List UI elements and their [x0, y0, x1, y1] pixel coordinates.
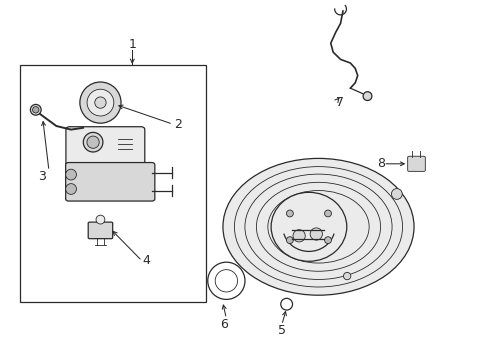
Text: 8: 8 [377, 157, 385, 170]
Ellipse shape [80, 82, 121, 123]
Ellipse shape [30, 104, 41, 115]
Ellipse shape [343, 273, 351, 280]
FancyBboxPatch shape [66, 127, 145, 172]
Ellipse shape [96, 215, 105, 224]
Ellipse shape [271, 192, 347, 261]
Ellipse shape [87, 136, 99, 148]
FancyBboxPatch shape [88, 222, 113, 239]
Ellipse shape [32, 107, 39, 113]
Ellipse shape [95, 97, 106, 108]
Text: 7: 7 [336, 96, 343, 109]
Text: 2: 2 [174, 118, 182, 131]
Bar [20, 65, 206, 302]
Text: 4: 4 [142, 255, 150, 267]
Ellipse shape [287, 210, 294, 217]
Ellipse shape [324, 210, 331, 217]
Ellipse shape [324, 237, 331, 244]
Ellipse shape [66, 169, 76, 180]
Ellipse shape [83, 132, 103, 152]
Ellipse shape [287, 237, 294, 244]
Ellipse shape [392, 189, 402, 199]
Ellipse shape [66, 184, 76, 194]
FancyBboxPatch shape [408, 156, 425, 171]
Text: 3: 3 [38, 170, 46, 183]
Text: 1: 1 [128, 39, 136, 51]
FancyBboxPatch shape [66, 163, 155, 201]
Text: 5: 5 [278, 324, 286, 337]
Ellipse shape [223, 158, 414, 295]
Ellipse shape [87, 89, 114, 116]
Ellipse shape [310, 228, 322, 240]
Text: 6: 6 [220, 318, 228, 330]
Ellipse shape [363, 92, 372, 100]
Ellipse shape [293, 230, 305, 242]
